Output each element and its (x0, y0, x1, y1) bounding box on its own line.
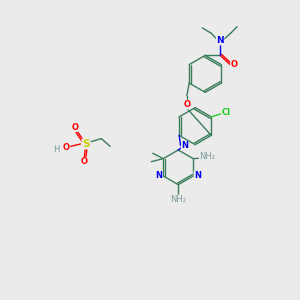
Text: O: O (72, 122, 79, 131)
Text: S: S (82, 139, 89, 149)
Text: O: O (63, 142, 70, 152)
Text: N: N (216, 36, 224, 45)
Text: O: O (230, 60, 237, 69)
Text: Cl: Cl (222, 108, 231, 117)
Text: O: O (81, 158, 88, 166)
Text: N: N (181, 141, 188, 150)
Text: N: N (194, 172, 201, 181)
Text: NH₂: NH₂ (199, 152, 215, 161)
Text: N: N (156, 172, 163, 181)
Text: O: O (183, 100, 190, 109)
Text: NH₂: NH₂ (170, 195, 186, 204)
Text: H: H (53, 145, 60, 154)
